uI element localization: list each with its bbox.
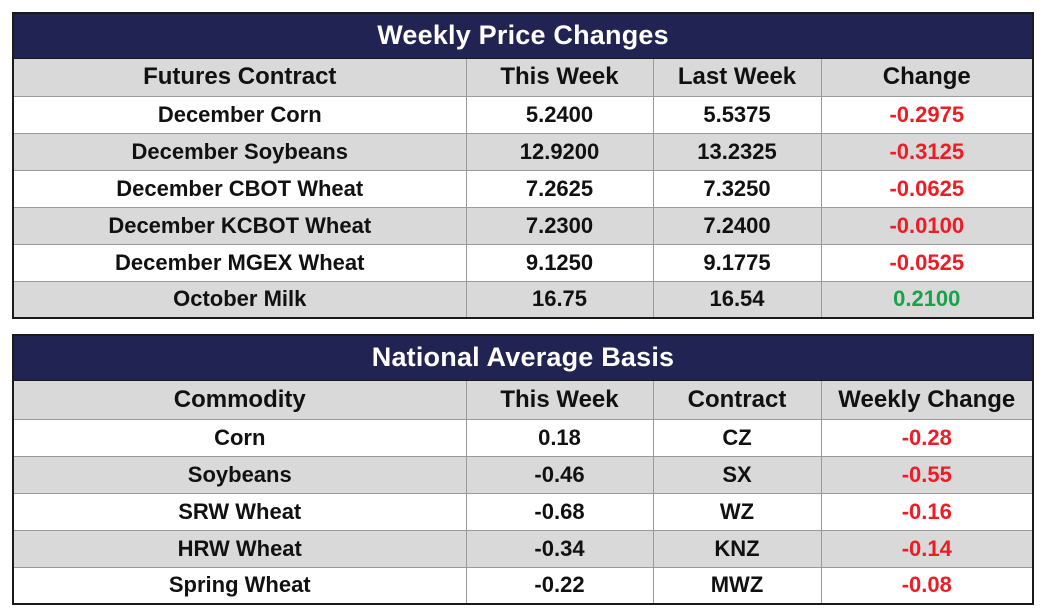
this-week-cell: -0.46 bbox=[465, 455, 654, 494]
column-header-this-week: This Week bbox=[465, 379, 654, 420]
table-title-row: National Average Basis bbox=[12, 334, 1034, 381]
contract-cell: WZ bbox=[652, 492, 822, 531]
this-week-cell: 5.2400 bbox=[465, 95, 654, 134]
change-cell: 0.2100 bbox=[820, 280, 1034, 319]
table-row: December CBOT Wheat 7.2625 7.3250 -0.062… bbox=[12, 169, 1034, 208]
column-header-change: Change bbox=[820, 57, 1034, 97]
table-row: Corn 0.18 CZ -0.28 bbox=[12, 418, 1034, 457]
this-week-cell: -0.68 bbox=[465, 492, 654, 531]
column-header-weekly-change: Weekly Change bbox=[820, 379, 1034, 420]
contract-cell: KNZ bbox=[652, 529, 822, 568]
this-week-cell: -0.34 bbox=[465, 529, 654, 568]
weekly-change-cell: -0.16 bbox=[820, 492, 1034, 531]
table-row: HRW Wheat -0.34 KNZ -0.14 bbox=[12, 529, 1034, 568]
change-cell: -0.2975 bbox=[820, 95, 1034, 134]
commodity-cell: SRW Wheat bbox=[12, 492, 467, 531]
this-week-cell: 12.9200 bbox=[465, 132, 654, 171]
commodity-cell: Spring Wheat bbox=[12, 566, 467, 605]
weekly-price-changes-title: Weekly Price Changes bbox=[12, 12, 1034, 59]
contract-cell: CZ bbox=[652, 418, 822, 457]
table-row: October Milk 16.75 16.54 0.2100 bbox=[12, 280, 1034, 319]
table-title-row: Weekly Price Changes bbox=[12, 12, 1034, 59]
last-week-cell: 16.54 bbox=[652, 280, 822, 319]
last-week-cell: 5.5375 bbox=[652, 95, 822, 134]
this-week-cell: 7.2300 bbox=[465, 206, 654, 245]
column-header-commodity: Commodity bbox=[12, 379, 467, 420]
table-row: SRW Wheat -0.68 WZ -0.16 bbox=[12, 492, 1034, 531]
table-row: December Soybeans 12.9200 13.2325 -0.312… bbox=[12, 132, 1034, 171]
change-cell: -0.0625 bbox=[820, 169, 1034, 208]
this-week-cell: 9.1250 bbox=[465, 243, 654, 282]
contract-cell: MWZ bbox=[652, 566, 822, 605]
national-average-basis-table: National Average Basis Commodity This We… bbox=[12, 334, 1035, 605]
last-week-cell: 7.3250 bbox=[652, 169, 822, 208]
change-cell: -0.3125 bbox=[820, 132, 1034, 171]
last-week-cell: 13.2325 bbox=[652, 132, 822, 171]
weekly-price-changes-table: Weekly Price Changes Futures Contract Th… bbox=[12, 12, 1035, 319]
weekly-change-cell: -0.14 bbox=[820, 529, 1034, 568]
national-average-basis-title: National Average Basis bbox=[12, 334, 1034, 381]
futures-contract-cell: December MGEX Wheat bbox=[12, 243, 467, 282]
this-week-cell: -0.22 bbox=[465, 566, 654, 605]
change-cell: -0.0100 bbox=[820, 206, 1034, 245]
table-row: Soybeans -0.46 SX -0.55 bbox=[12, 455, 1034, 494]
table-header-row: Futures Contract This Week Last Week Cha… bbox=[12, 57, 1034, 97]
commodity-cell: Soybeans bbox=[12, 455, 467, 494]
column-header-this-week: This Week bbox=[465, 57, 654, 97]
futures-contract-cell: December CBOT Wheat bbox=[12, 169, 467, 208]
futures-contract-cell: December Corn bbox=[12, 95, 467, 134]
futures-contract-cell: December KCBOT Wheat bbox=[12, 206, 467, 245]
column-header-last-week: Last Week bbox=[652, 57, 822, 97]
weekly-change-cell: -0.08 bbox=[820, 566, 1034, 605]
contract-cell: SX bbox=[652, 455, 822, 494]
last-week-cell: 9.1775 bbox=[652, 243, 822, 282]
change-cell: -0.0525 bbox=[820, 243, 1034, 282]
column-header-futures-contract: Futures Contract bbox=[12, 57, 467, 97]
this-week-cell: 7.2625 bbox=[465, 169, 654, 208]
table-row: December Corn 5.2400 5.5375 -0.2975 bbox=[12, 95, 1034, 134]
table-row: December MGEX Wheat 9.1250 9.1775 -0.052… bbox=[12, 243, 1034, 282]
last-week-cell: 7.2400 bbox=[652, 206, 822, 245]
column-header-contract: Contract bbox=[652, 379, 822, 420]
weekly-change-cell: -0.28 bbox=[820, 418, 1034, 457]
commodity-cell: Corn bbox=[12, 418, 467, 457]
this-week-cell: 16.75 bbox=[465, 280, 654, 319]
commodity-cell: HRW Wheat bbox=[12, 529, 467, 568]
futures-contract-cell: December Soybeans bbox=[12, 132, 467, 171]
futures-contract-cell: October Milk bbox=[12, 280, 467, 319]
table-header-row: Commodity This Week Contract Weekly Chan… bbox=[12, 379, 1034, 420]
this-week-cell: 0.18 bbox=[465, 418, 654, 457]
table-row: Spring Wheat -0.22 MWZ -0.08 bbox=[12, 566, 1034, 605]
weekly-change-cell: -0.55 bbox=[820, 455, 1034, 494]
table-row: December KCBOT Wheat 7.2300 7.2400 -0.01… bbox=[12, 206, 1034, 245]
